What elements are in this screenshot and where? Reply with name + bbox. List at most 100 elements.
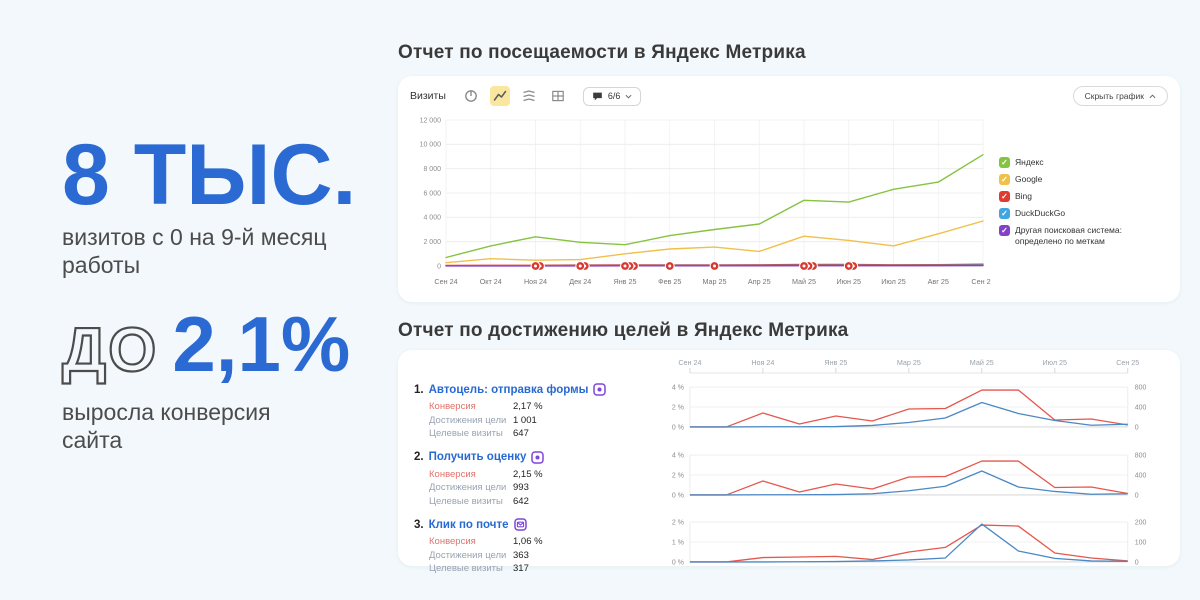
visits-stat-caption: визитов с 0 на 9-й месяц работы <box>62 224 327 279</box>
metric-label: Визиты <box>410 90 446 102</box>
legend-checkbox-icon[interactable]: ✓ <box>999 174 1010 186</box>
goal-name-link[interactable]: Автоцель: отправка формы <box>428 383 589 396</box>
metric-label: Достижения цели <box>429 549 507 561</box>
visits-line-chart: Сен 24 Окт 24 Ноя 24 Дек 24 Янв 25 Фев 25 Мар … <box>420 117 991 286</box>
svg-text:800: 800 <box>1135 384 1147 391</box>
svg-text:200: 200 <box>1135 519 1147 526</box>
metric-label: Конверсия <box>429 401 476 412</box>
hide-chart-button[interactable]: Скрыть график <box>1072 86 1168 106</box>
svg-text:0 %: 0 % <box>672 492 684 499</box>
svg-text:Апр 25: Апр 25 <box>748 277 771 286</box>
metric-value: 2,17 % <box>513 401 543 412</box>
svg-text:Окт 24: Окт 24 <box>480 277 502 286</box>
metric-value: 647 <box>513 428 529 439</box>
legend-item[interactable]: ✓ Bing <box>999 191 1169 203</box>
goals-report-panel: Сен 24 Ноя 24 Янв 25 Мар 25 Май 25 Июл 25 Сен … <box>398 350 1180 574</box>
svg-text:Сен 24: Сен 24 <box>434 277 457 286</box>
legend-label: Другая поисковая система: определено по … <box>1015 225 1122 246</box>
conversion-stat: до 2,1% <box>61 305 350 385</box>
goal-info: 1. Автоцель: отправка формы Конверсия 2,1… <box>414 379 660 442</box>
visits-stat-value: 8 ТЫС. <box>62 127 357 223</box>
svg-text:4 %: 4 % <box>672 452 684 459</box>
legend-label: Яндекс <box>1015 157 1044 168</box>
legend-item[interactable]: ✓ DuckDuckGo <box>999 208 1169 220</box>
goal-line-chart-3: 2 % 1 % 0 % 200 100 0 <box>672 519 1147 566</box>
svg-text:8 000: 8 000 <box>423 166 441 173</box>
goal-number: 3. <box>414 518 424 531</box>
comments-dropdown[interactable]: 6/6 <box>582 86 642 106</box>
svg-text:12 000: 12 000 <box>420 117 442 124</box>
conversion-stat-caption: выросла конверсия сайта <box>62 399 271 454</box>
metric-label: Достижения цели <box>429 414 507 426</box>
legend-checkbox-icon[interactable]: ✓ <box>999 225 1010 237</box>
goal-name-link[interactable]: Клик по почте <box>428 518 509 531</box>
donut-chart-icon[interactable] <box>461 86 481 106</box>
chart-legend: ✓ Яндекс ✓ Google ✓ Bing ✓ DuckDuckGo ✓ Другая по… <box>991 155 1171 252</box>
speech-bubble-icon <box>593 92 602 100</box>
legend-label: DuckDuckGo <box>1015 208 1066 219</box>
months-axis: Сен 24 Ноя 24 Янв 25 Мар 25 Май 25 Июл 25 Сен … <box>679 359 1140 374</box>
conversion-stat-prefix: до <box>61 316 159 385</box>
metric-label: Целевые визиты <box>429 495 503 507</box>
goal-row: 1. Автоцель: отправка формы Конверсия 2,1… <box>414 379 1164 442</box>
svg-text:Июн 25: Июн 25 <box>836 277 861 286</box>
svg-text:0: 0 <box>1135 424 1139 431</box>
svg-text:400: 400 <box>1135 404 1147 411</box>
legend-item[interactable]: ✓ Google <box>999 174 1169 186</box>
visits-toolbar: Визиты 6/6 Скрыть график <box>406 84 1172 108</box>
legend-checkbox-icon[interactable]: ✓ <box>999 157 1010 169</box>
svg-text:0: 0 <box>1135 559 1139 566</box>
goal-email-icon <box>513 518 527 531</box>
goal-row: 2. Получить оценку Конверсия 2,15 % Дости… <box>414 447 1164 510</box>
svg-text:0 %: 0 % <box>672 424 684 431</box>
legend-checkbox-icon[interactable]: ✓ <box>999 208 1010 220</box>
months-spacer <box>414 356 660 374</box>
svg-text:Мар 25: Мар 25 <box>897 359 921 367</box>
svg-text:Июл 25: Июл 25 <box>881 277 906 286</box>
svg-text:10 000: 10 000 <box>420 142 442 149</box>
goal-number: 2. <box>414 451 424 463</box>
svg-text:4 %: 4 % <box>672 384 684 391</box>
svg-text:Июл 25: Июл 25 <box>1043 359 1068 367</box>
svg-text:0: 0 <box>1135 492 1139 499</box>
svg-text:100: 100 <box>1135 539 1147 546</box>
svg-text:Мар 25: Мар 25 <box>702 277 726 286</box>
table-icon[interactable] <box>548 86 568 106</box>
goal-line-chart-1: 4 % 2 % 0 % 800 400 0 <box>672 384 1147 431</box>
legend-item[interactable]: ✓ Яндекс <box>999 157 1169 169</box>
svg-text:0 %: 0 % <box>672 559 684 566</box>
goal-name-link[interactable]: Получить оценку <box>428 451 527 463</box>
line-chart-icon[interactable] <box>489 86 510 106</box>
visits-report-panel: Визиты 6/6 Скрыть график Сен 24 Окт 24 Ноя… <box>398 76 1180 302</box>
metric-value: 993 <box>513 482 529 493</box>
goal-type-icon <box>593 383 607 396</box>
svg-text:800: 800 <box>1135 452 1147 459</box>
metric-label: Целевые визиты <box>429 563 503 574</box>
metric-value: 1,06 % <box>513 536 543 547</box>
stacked-chart-icon[interactable] <box>519 86 539 106</box>
svg-text:Май 25: Май 25 <box>970 359 994 367</box>
svg-text:Янв 25: Янв 25 <box>614 277 637 286</box>
svg-text:Сен 24: Сен 24 <box>679 359 702 367</box>
goal-info: 3. Клик по почте Конверсия 1,06 % Достиже… <box>414 514 660 577</box>
legend-item[interactable]: ✓ Другая поисковая система: определено по… <box>999 225 1169 246</box>
chevron-up-icon <box>1149 93 1156 98</box>
svg-text:Авг 25: Авг 25 <box>928 277 949 286</box>
svg-text:400: 400 <box>1135 472 1147 479</box>
svg-text:2 %: 2 % <box>672 404 684 411</box>
legend-label: Google <box>1015 174 1043 185</box>
svg-text:2 %: 2 % <box>672 472 684 479</box>
legend-checkbox-icon[interactable]: ✓ <box>999 191 1010 203</box>
svg-text:Дек 24: Дек 24 <box>569 277 591 286</box>
goal-type-icon <box>531 450 545 464</box>
svg-text:Ноя 24: Ноя 24 <box>524 277 547 286</box>
metric-label: Конверсия <box>429 536 476 547</box>
goals-report-title: Отчет по достижению целей в Яндекс Метри… <box>398 320 849 341</box>
visits-chart-row: Сен 24 Окт 24 Ноя 24 Дек 24 Янв 25 Фев 25 Мар … <box>406 112 1172 296</box>
metric-value: 317 <box>513 563 529 574</box>
metric-value: 1 001 <box>513 414 537 426</box>
goal-number: 1. <box>414 383 424 396</box>
visits-report-title: Отчет по посещаемости в Яндекс Метрика <box>398 42 806 63</box>
legend-label: Bing <box>1015 191 1033 202</box>
svg-text:Сен 25: Сен 25 <box>1117 359 1140 367</box>
